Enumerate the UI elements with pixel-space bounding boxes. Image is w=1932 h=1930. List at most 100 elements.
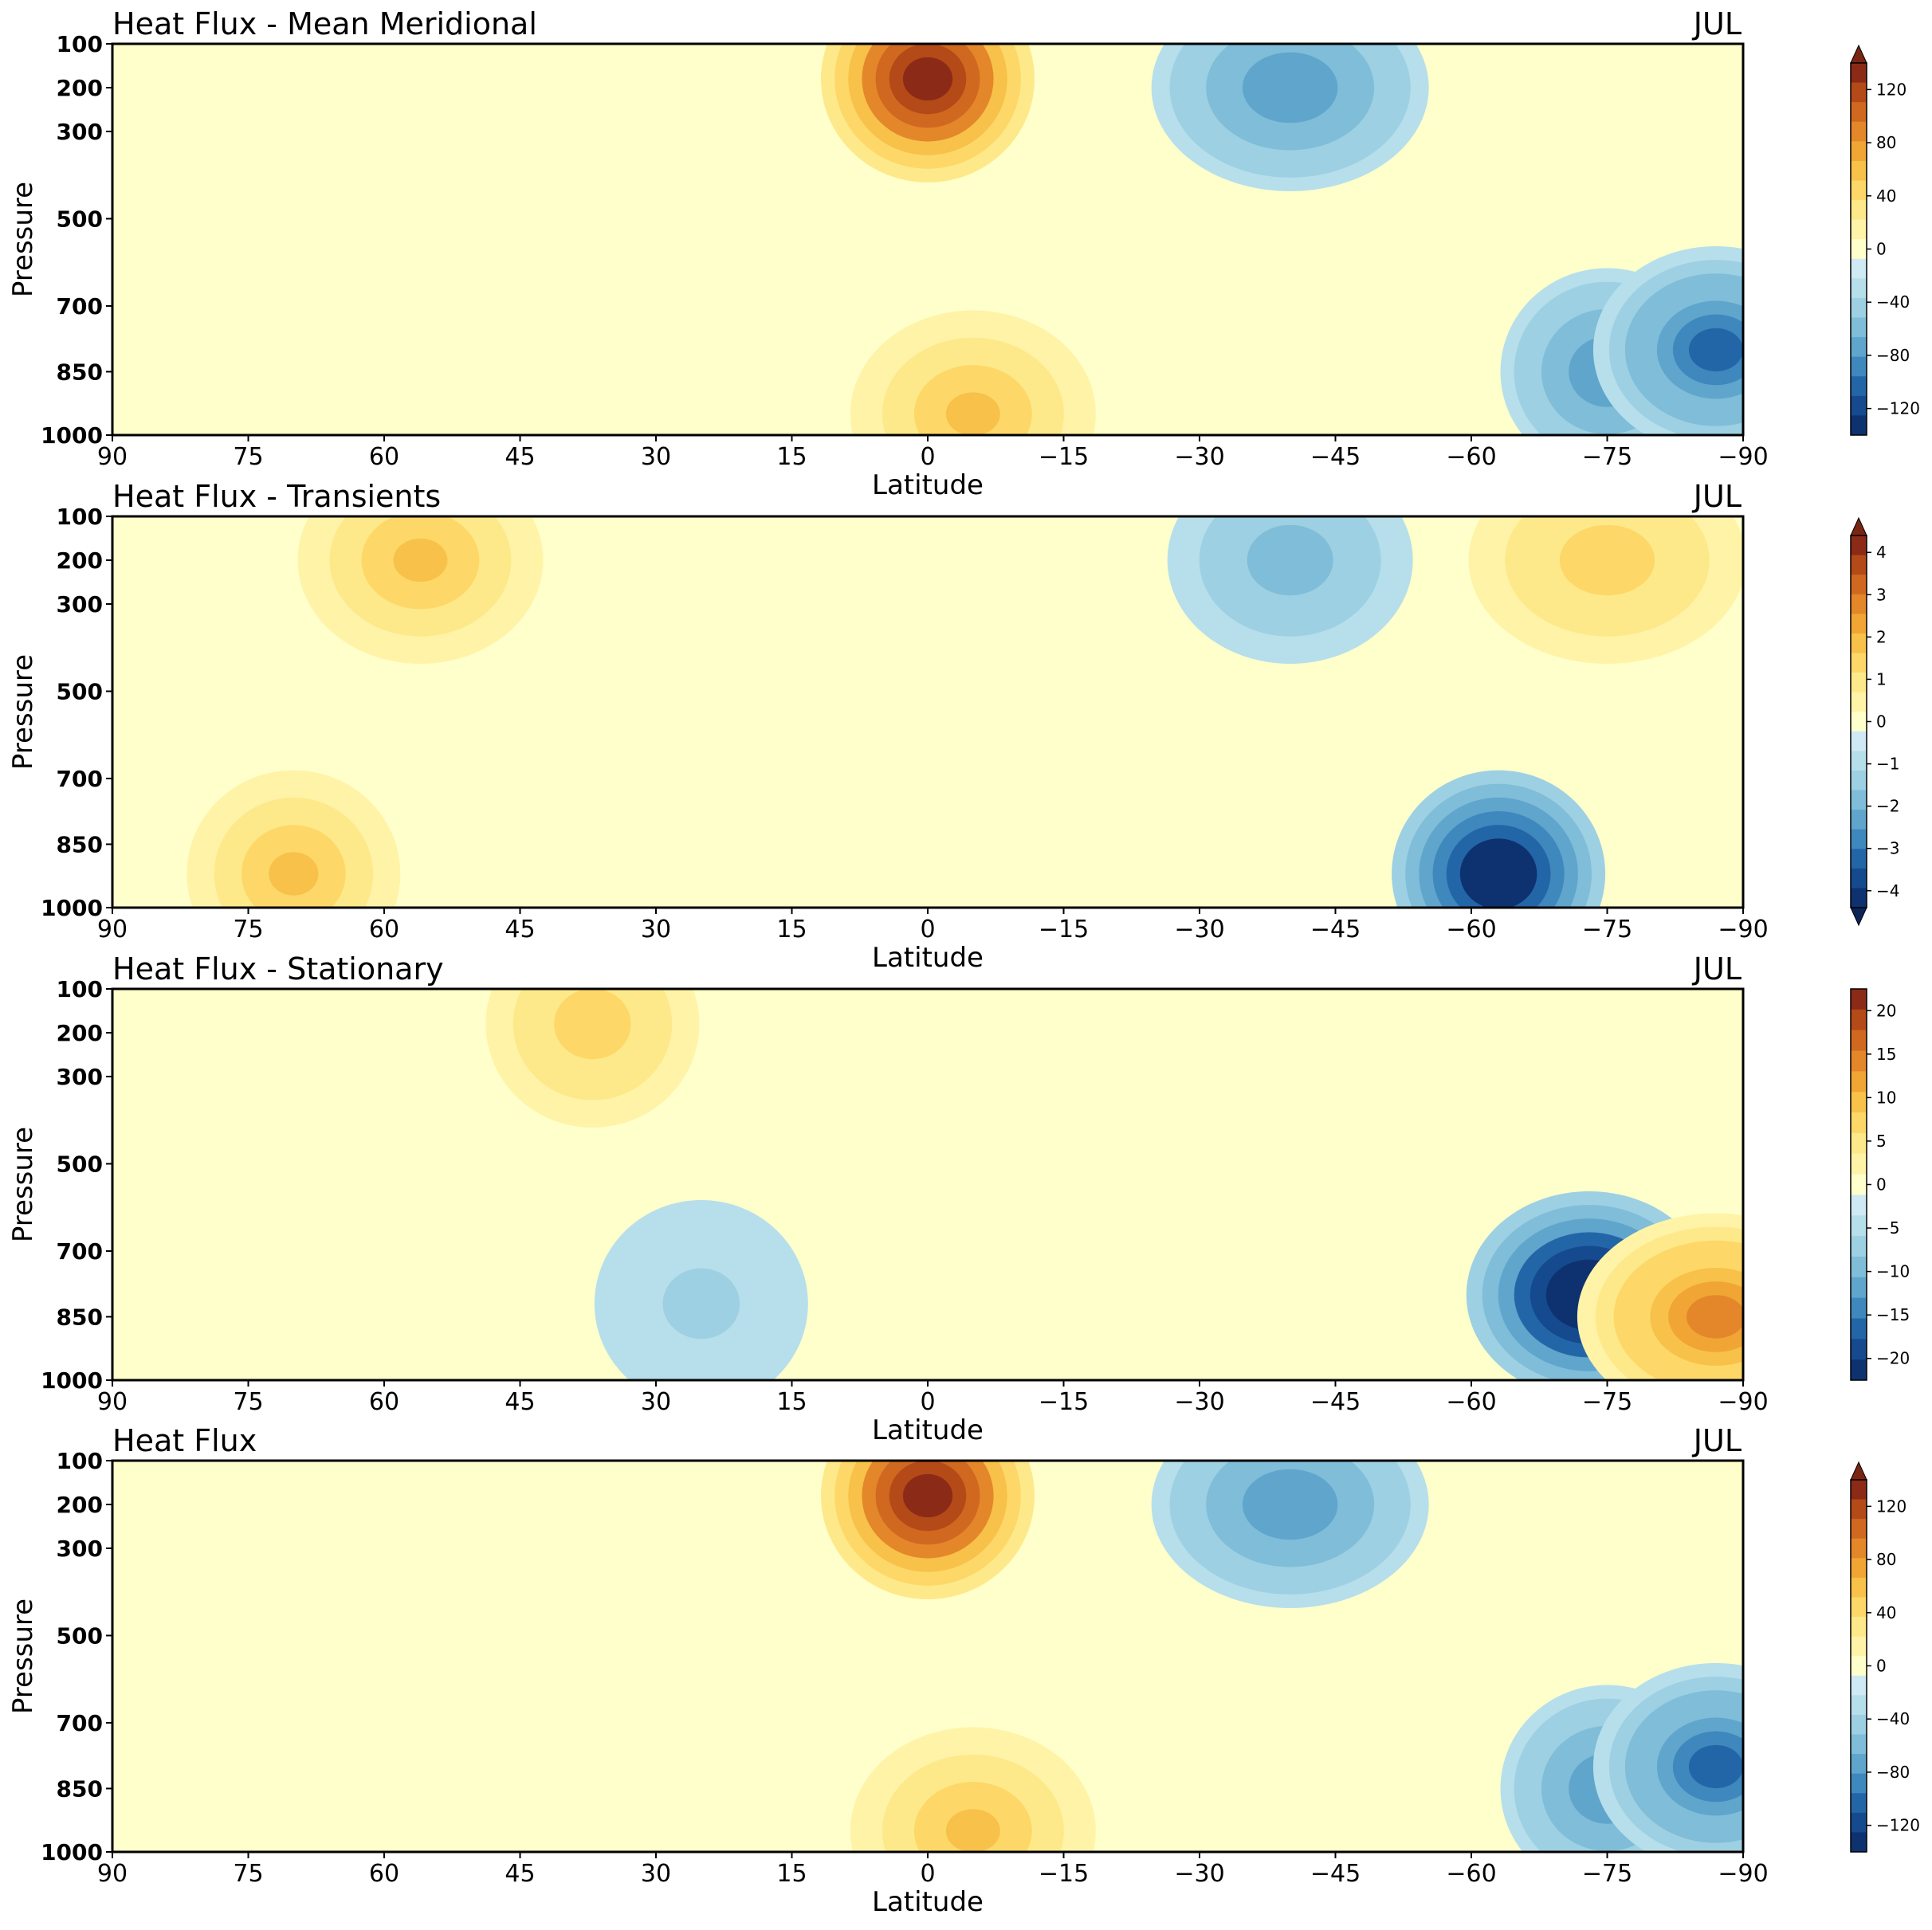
colorbar-bin bbox=[1851, 535, 1867, 556]
x-tick-label: 0 bbox=[920, 443, 935, 471]
x-axis-label: Latitude bbox=[872, 1414, 984, 1446]
colorbar-tick-label: −80 bbox=[1876, 346, 1910, 365]
y-tick-label: 100 bbox=[57, 504, 103, 530]
panel-title: Heat Flux - Stationary bbox=[112, 951, 444, 987]
x-tick-label: 60 bbox=[369, 443, 399, 471]
y-tick-label: 500 bbox=[57, 1151, 103, 1177]
x-tick-label: −45 bbox=[1310, 443, 1361, 471]
colorbar-bin bbox=[1851, 1277, 1867, 1299]
colorbar-bin bbox=[1851, 82, 1867, 103]
colorbar: 20 15 10 5 0 −5 −10 −15 −20 bbox=[1850, 988, 1910, 1381]
colorbar-bin bbox=[1851, 633, 1867, 653]
colorbar-bin bbox=[1851, 1480, 1867, 1500]
contour-level bbox=[945, 392, 1000, 435]
colorbar-tick-label: −120 bbox=[1876, 1816, 1920, 1835]
contour-level bbox=[1687, 1295, 1743, 1339]
colorbar-tick-label: −2 bbox=[1876, 797, 1899, 816]
colorbar-tick-label: 5 bbox=[1876, 1132, 1887, 1151]
x-tick-label: 75 bbox=[233, 443, 263, 471]
colorbar-tick-label: 40 bbox=[1876, 186, 1896, 206]
colorbar-bin bbox=[1851, 278, 1867, 299]
colorbar-tick-label: −120 bbox=[1876, 399, 1920, 418]
panel-month: JUL bbox=[1692, 479, 1742, 514]
colorbar-extend-max bbox=[1850, 44, 1867, 64]
colorbar-bin bbox=[1851, 751, 1867, 771]
colorbar-bin bbox=[1851, 1636, 1867, 1657]
contour-field bbox=[112, 1461, 1743, 1852]
colorbar-extend-max bbox=[1850, 1461, 1867, 1481]
colorbar-bin bbox=[1851, 1359, 1867, 1381]
colorbar-bin bbox=[1851, 1318, 1867, 1340]
y-tick-label: 100 bbox=[57, 1448, 103, 1474]
colorbar-bin bbox=[1851, 160, 1867, 181]
colorbar-extend-max bbox=[1850, 516, 1867, 536]
contour-level bbox=[902, 1473, 953, 1518]
colorbar-bin bbox=[1851, 317, 1867, 338]
x-tick-label: −60 bbox=[1446, 1388, 1496, 1416]
colorbar-tick-label: 10 bbox=[1876, 1088, 1896, 1107]
y-tick-label: 1000 bbox=[41, 1839, 103, 1865]
x-tick-label: −90 bbox=[1718, 1388, 1768, 1416]
colorbar-bin bbox=[1851, 555, 1867, 575]
colorbar-bin bbox=[1851, 1092, 1867, 1113]
colorbar-bin bbox=[1851, 200, 1867, 221]
x-tick-label: 45 bbox=[505, 1860, 535, 1888]
x-tick-label: −75 bbox=[1582, 916, 1632, 943]
colorbar-bin bbox=[1851, 1256, 1867, 1278]
x-tick-label: −75 bbox=[1582, 1388, 1632, 1416]
y-axis-label: Pressure bbox=[7, 1127, 39, 1242]
y-tick-label: 300 bbox=[57, 1536, 103, 1562]
x-tick-label: 15 bbox=[776, 916, 807, 943]
contour-level bbox=[1260, 65, 1320, 110]
x-tick-label: −60 bbox=[1446, 916, 1496, 943]
y-tick-label: 700 bbox=[57, 1238, 103, 1265]
colorbar-tick-label: −40 bbox=[1876, 1709, 1910, 1728]
colorbar-bin bbox=[1851, 1050, 1867, 1072]
y-tick-label: 1000 bbox=[41, 895, 103, 921]
y-tick-label: 200 bbox=[57, 1492, 103, 1518]
x-tick-label: 15 bbox=[776, 1388, 807, 1416]
contour-level bbox=[1688, 1744, 1743, 1789]
colorbar-bin bbox=[1851, 1597, 1867, 1618]
contour-field bbox=[112, 516, 1743, 908]
colorbar-tick-label: −40 bbox=[1876, 292, 1910, 312]
x-tick-label: −15 bbox=[1039, 443, 1089, 471]
colorbar-bin bbox=[1851, 1617, 1867, 1638]
y-tick-label: 300 bbox=[57, 119, 103, 145]
colorbar-bin bbox=[1851, 239, 1867, 260]
y-tick-label: 300 bbox=[57, 591, 103, 618]
panel-title: Heat Flux - Transients bbox=[112, 479, 441, 514]
colorbar-bin bbox=[1851, 849, 1867, 869]
x-tick-label: 30 bbox=[641, 1860, 671, 1888]
y-tick-label: 300 bbox=[57, 1064, 103, 1090]
x-tick-label: 75 bbox=[233, 1860, 263, 1888]
x-tick-label: 75 bbox=[233, 916, 263, 943]
x-tick-label: 0 bbox=[920, 1388, 935, 1416]
colorbar-bin bbox=[1851, 1112, 1867, 1134]
colorbar-tick-label: −20 bbox=[1876, 1349, 1910, 1368]
x-tick-label: −90 bbox=[1718, 443, 1768, 471]
colorbar-bin bbox=[1851, 1773, 1867, 1794]
x-tick-label: −60 bbox=[1446, 1860, 1496, 1888]
colorbar-tick-label: −5 bbox=[1876, 1218, 1899, 1238]
colorbar-bin bbox=[1851, 297, 1867, 319]
colorbar-bin bbox=[1851, 712, 1867, 732]
contour-field bbox=[112, 44, 1743, 435]
y-tick-label: 850 bbox=[57, 1775, 103, 1802]
colorbar-bin bbox=[1851, 1754, 1867, 1775]
colorbar-bin bbox=[1851, 1132, 1867, 1155]
y-tick-label: 1000 bbox=[41, 422, 103, 449]
colorbar-bin bbox=[1851, 1714, 1867, 1736]
y-axis-label: Pressure bbox=[7, 182, 39, 297]
y-tick-label: 200 bbox=[57, 75, 103, 101]
colorbar-bin bbox=[1851, 258, 1867, 279]
panel-title: Heat Flux bbox=[112, 1423, 257, 1458]
colorbar-tick-label: 2 bbox=[1876, 627, 1887, 646]
colorbar-bin bbox=[1851, 1734, 1867, 1755]
x-tick-label: −30 bbox=[1174, 916, 1224, 943]
colorbar-bin bbox=[1851, 1675, 1867, 1696]
x-tick-label: 0 bbox=[920, 916, 935, 943]
